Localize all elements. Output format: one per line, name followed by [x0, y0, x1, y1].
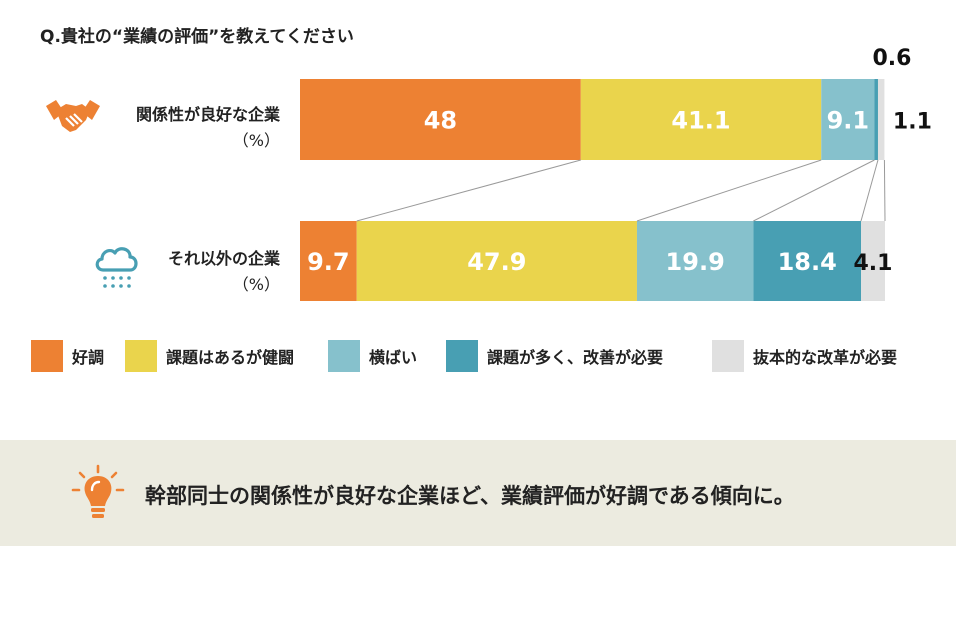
- row-unit-text: （%）: [232, 131, 280, 150]
- question-title: Q.貴社の“業績の評価”を教えてください: [40, 27, 354, 47]
- legend-label: 横ばい: [369, 348, 418, 367]
- legend-item-flat: 横ばい: [328, 340, 417, 372]
- rain-cloud-icon: [95, 247, 138, 288]
- connector-line-2: [636, 159, 822, 222]
- data-label-r0-s0: 48: [424, 107, 457, 135]
- row-label-good-relationship: 関係性が良好な企業 （%）: [80, 102, 280, 154]
- legend-swatch: [125, 340, 157, 372]
- bar-segment-r0-s4: [877, 79, 885, 160]
- conclusion-text: 幹部同士の関係性が良好な企業ほど、業績評価が好調である傾向に。: [145, 484, 795, 508]
- data-label-r0-s4: 1.1: [893, 110, 932, 135]
- data-label-r1-s0: 9.7: [307, 248, 350, 276]
- stacked-bar-chart: 48 41.1 9.1 0.6 1.1 9.7 47.9 19.9 18.4 4.1: [300, 46, 932, 301]
- bar-segment-r0-s3: [874, 79, 878, 160]
- connector-line-5: [883, 159, 886, 222]
- row-label-other-companies: それ以外の企業 （%）: [80, 246, 280, 298]
- data-label-r0-s1: 41.1: [671, 107, 730, 135]
- bar-segment-r0-s1: [580, 79, 822, 160]
- data-label-r1-s3: 18.4: [778, 248, 837, 276]
- legend-label: 好調: [72, 348, 105, 367]
- data-label-r0-s2: 9.1: [827, 107, 870, 135]
- bar-segment-r1-s3: [753, 221, 862, 301]
- legend-label: 課題はあるが健闘: [166, 348, 295, 367]
- legend-item-needs-reform: 抜本的な改革が必要: [712, 340, 897, 372]
- bar-segment-r0-s0: [300, 79, 581, 160]
- row-unit-text: （%）: [232, 275, 280, 294]
- legend-item-good: 好調: [31, 340, 104, 372]
- legend-item-needs-improvement: 課題が多く、改善が必要: [446, 340, 663, 372]
- connector-line-3: [753, 159, 875, 222]
- data-label-r1-s1: 47.9: [467, 248, 526, 276]
- bar-segment-r1-s2: [636, 221, 754, 301]
- legend-item-struggling: 課題はあるが健闘: [125, 340, 294, 372]
- handshake-icon: [46, 100, 100, 132]
- data-label-r1-s2: 19.9: [666, 248, 725, 276]
- legend-swatch: [712, 340, 744, 372]
- lightbulb-icon: [71, 464, 125, 518]
- legend-swatch: [446, 340, 478, 372]
- legend-swatch: [328, 340, 360, 372]
- conclusion-box: 幹部同士の関係性が良好な企業ほど、業績評価が好調である傾向に。: [0, 440, 956, 546]
- bar-segment-r0-s2: [821, 79, 875, 160]
- legend-swatch: [31, 340, 63, 372]
- bar-segment-r1-s1: [356, 221, 637, 301]
- legend-label: 課題が多く、改善が必要: [487, 348, 664, 367]
- legend-label: 抜本的な改革が必要: [753, 348, 898, 367]
- connector-line-1: [356, 159, 581, 222]
- data-label-r0-s3: 0.6: [872, 46, 911, 71]
- data-label-r1-s4: 4.1: [854, 251, 893, 276]
- row-label-text: それ以外の企業: [167, 249, 280, 268]
- bar-segment-r1-s4: [861, 221, 885, 301]
- bar-segment-r1-s0: [300, 221, 357, 301]
- connector-line-4: [860, 159, 879, 222]
- row-label-text: 関係性が良好な企業: [135, 105, 280, 124]
